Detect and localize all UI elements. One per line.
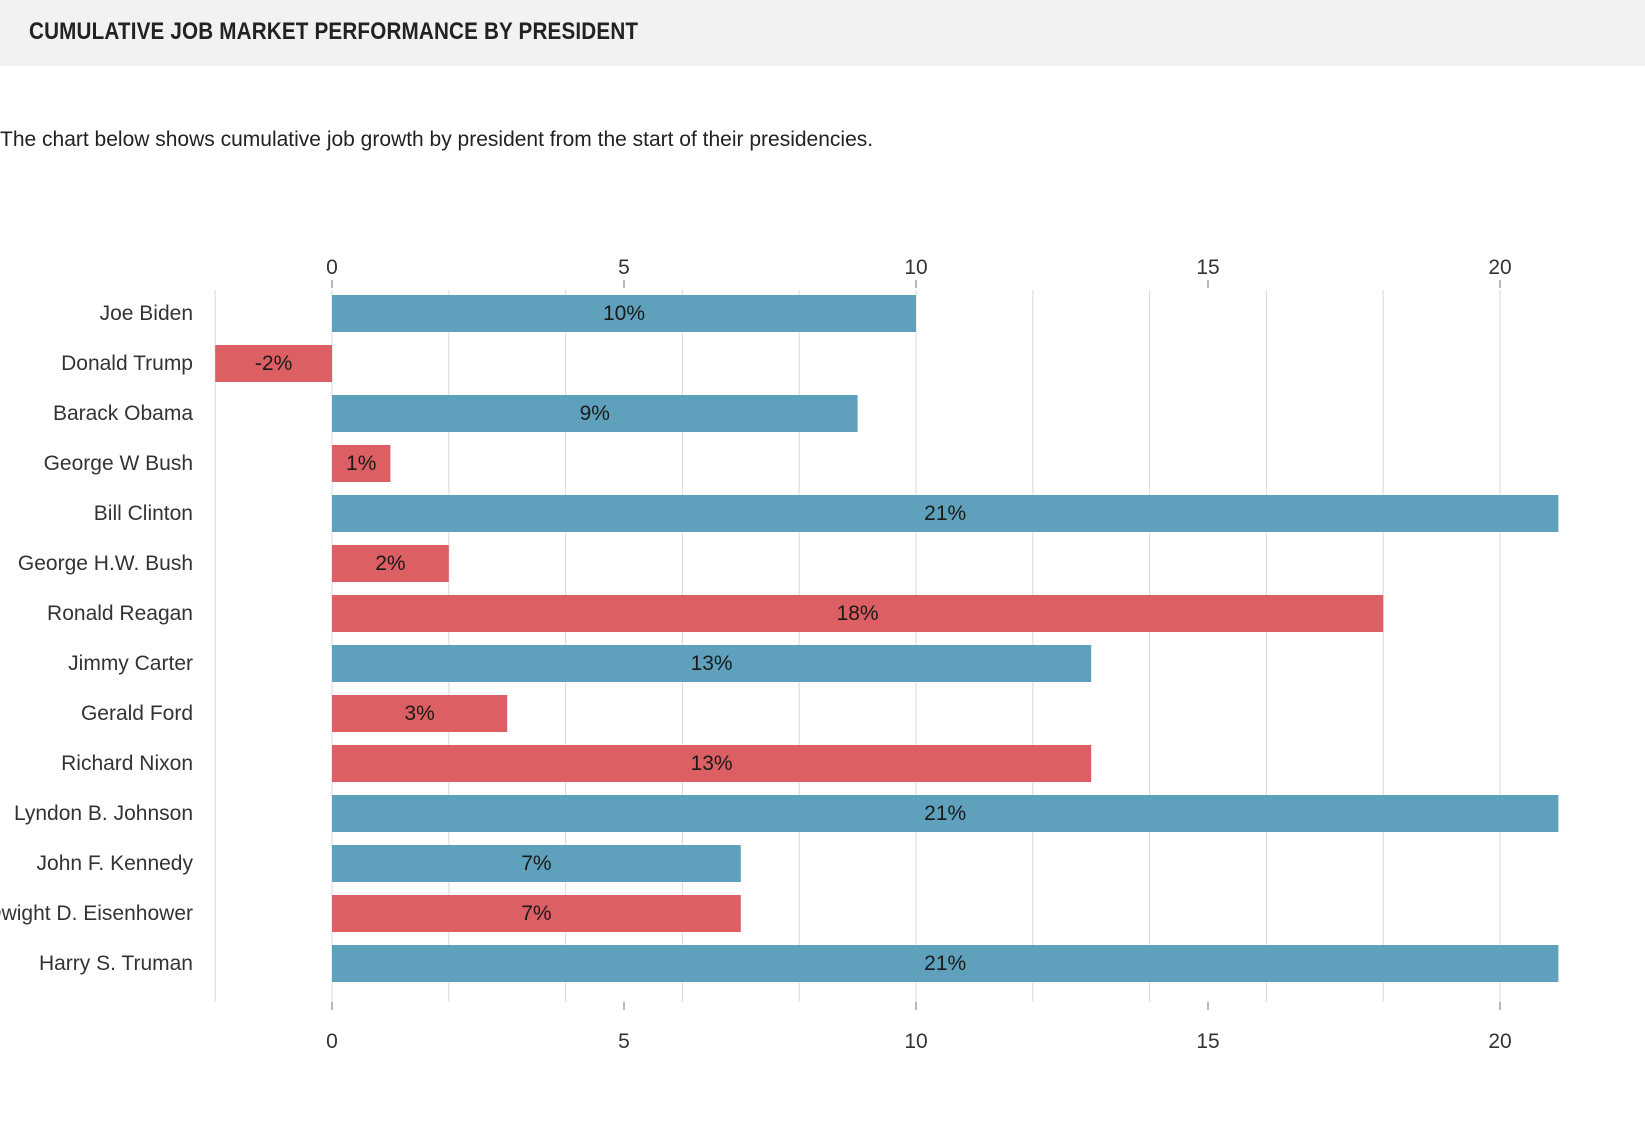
bar [332, 945, 1559, 982]
data-label: 10% [603, 302, 645, 325]
bar [332, 845, 741, 882]
data-label: 9% [580, 402, 610, 425]
category-label: Joe Biden [100, 302, 193, 325]
category-label: Harry S. Truman [39, 952, 193, 975]
tick-label: 10 [904, 1030, 927, 1053]
data-label: 2% [375, 552, 405, 575]
tick-label: 5 [618, 256, 630, 279]
tick-label: 15 [1196, 256, 1219, 279]
data-label: 21% [924, 502, 966, 525]
bar [332, 545, 449, 582]
category-label: Gerald Ford [81, 702, 193, 725]
bar-chart: 10% -2% 9% 1% 21% 2% 18% 13% 3% 13% 21% 7% 7% 21% Joe… [0, 256, 1559, 1053]
data-label: 21% [924, 952, 966, 975]
tick-label: 5 [618, 1030, 630, 1053]
tick-label: 15 [1196, 1030, 1219, 1053]
category-label: Bill Clinton [94, 502, 193, 525]
bar [332, 645, 1092, 682]
header-bar: CUMULATIVE JOB MARKET PERFORMANCE BY PRE… [0, 0, 1645, 66]
data-label: 21% [924, 802, 966, 825]
tick-label: 0 [326, 1030, 338, 1053]
category-label: John F. Kennedy [37, 852, 194, 875]
category-label: Dwight D. Eisenhower [0, 902, 193, 925]
tick-label: 20 [1488, 256, 1511, 279]
data-label: 18% [837, 602, 879, 625]
bar [332, 295, 916, 332]
data-label: 13% [691, 652, 733, 675]
bar [332, 495, 1559, 532]
category-label: Donald Trump [61, 352, 193, 375]
category-label: Lyndon B. Johnson [14, 802, 193, 825]
bar [332, 695, 508, 732]
data-label: -2% [255, 352, 292, 375]
tick-label: 20 [1488, 1030, 1511, 1053]
bar [332, 445, 391, 482]
category-label: George W Bush [44, 452, 193, 475]
page-title: CUMULATIVE JOB MARKET PERFORMANCE BY PRE… [29, 18, 639, 45]
category-label: Richard Nixon [61, 752, 193, 775]
bar [332, 395, 858, 432]
data-label: 1% [346, 452, 376, 475]
bar [332, 795, 1559, 832]
bar [332, 895, 741, 932]
data-label: 13% [691, 752, 733, 775]
category-label: George H.W. Bush [18, 552, 193, 575]
tick-label: 0 [326, 256, 338, 279]
data-label: 3% [404, 702, 434, 725]
data-label: 7% [521, 852, 551, 875]
bar [332, 745, 1092, 782]
axes: Joe Biden Donald Trump Barack Obama George … [0, 256, 1512, 1053]
data-label: 7% [521, 902, 551, 925]
bar [332, 595, 1384, 632]
tick-label: 10 [904, 256, 927, 279]
bar [215, 345, 332, 382]
chart-description: The chart below shows cumulative job gro… [0, 128, 874, 151]
bars: 10% -2% 9% 1% 21% 2% 18% 13% 3% 13% 21% 7% 7% 21% [215, 295, 1559, 982]
category-label: Barack Obama [53, 402, 193, 425]
category-label: Jimmy Carter [68, 652, 193, 675]
category-label: Ronald Reagan [47, 602, 193, 625]
